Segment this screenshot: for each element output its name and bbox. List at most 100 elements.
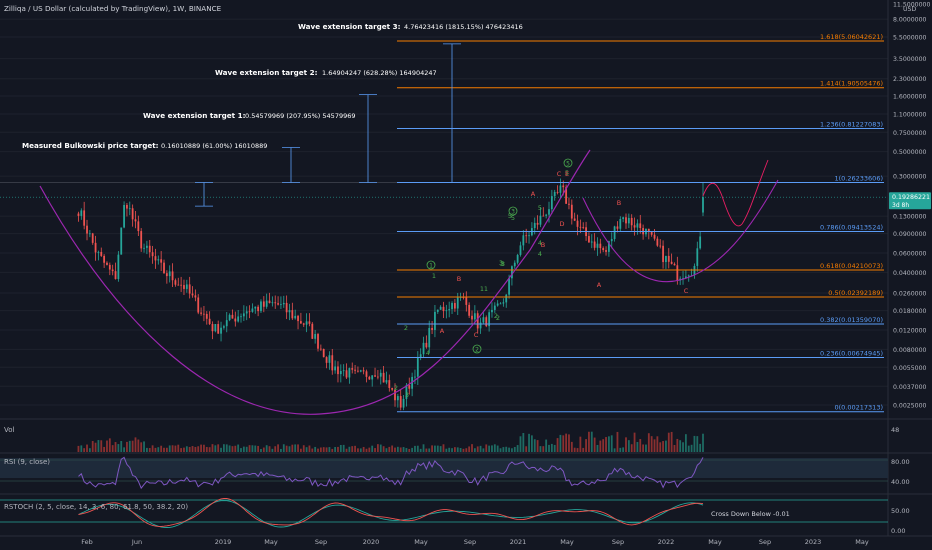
- candle-body: [183, 285, 185, 289]
- candle-body: [408, 385, 411, 389]
- volume-bar: [402, 447, 405, 452]
- candle-body: [194, 295, 197, 298]
- volume-bar: [451, 448, 453, 452]
- candle-body: [337, 366, 339, 375]
- volume-bar: [436, 445, 439, 452]
- volume-bar: [131, 440, 134, 452]
- wave-circle: [508, 206, 518, 216]
- candle-body: [382, 372, 385, 383]
- volume-bar: [679, 440, 682, 452]
- volume-bar: [468, 446, 471, 452]
- candle-body: [533, 222, 536, 229]
- candle-body: [479, 322, 482, 329]
- price-axis-tick: 1.6000000: [893, 94, 927, 101]
- volume-bar: [348, 446, 351, 452]
- volume-bar: [254, 445, 257, 452]
- volume-bar: [168, 445, 171, 452]
- candle-body: [260, 301, 262, 312]
- volume-bar: [120, 440, 123, 452]
- volume-bar: [568, 434, 570, 452]
- volume-bar: [311, 448, 314, 452]
- volume-bar: [605, 437, 607, 452]
- candle-body: [80, 210, 83, 216]
- volume-bar: [590, 431, 593, 452]
- wave-circle: [563, 158, 573, 168]
- volume-bar: [645, 444, 647, 452]
- price-axis-tick: 0.0055000: [893, 365, 927, 372]
- target-title: Wave extension target 2:: [215, 68, 318, 77]
- last-price-badge[interactable]: [889, 192, 931, 210]
- candle-body: [365, 371, 368, 377]
- volume-bar: [305, 447, 308, 452]
- time-axis-label: Sep: [759, 538, 771, 546]
- candle-body: [280, 304, 282, 306]
- volume-bar: [237, 444, 240, 452]
- volume-bar: [499, 448, 502, 452]
- volume-bar: [183, 447, 185, 452]
- candle-body: [328, 355, 331, 363]
- price-axis-tick: 0.0025000: [893, 403, 927, 410]
- rsi-band: [0, 458, 888, 478]
- wave-label-green: 2: [494, 312, 498, 320]
- fib-label: 0.5(0.02392189): [828, 289, 883, 297]
- volume-bar: [434, 445, 436, 452]
- candle-body: [203, 313, 205, 315]
- candle-body: [687, 275, 690, 277]
- candle-body: [351, 368, 354, 370]
- volume-bar: [334, 447, 337, 452]
- wave-label-red: D: [559, 220, 564, 228]
- candle-body: [242, 313, 245, 317]
- candle-body: [294, 315, 297, 319]
- price-axis-tick: 8.0000000: [893, 17, 927, 24]
- volume-bar: [414, 445, 416, 452]
- fib-label: 1.618(5.06042621): [820, 33, 883, 41]
- candle-body: [322, 348, 325, 358]
- volume-bar: [205, 446, 208, 452]
- volume-bar: [299, 448, 302, 452]
- wave-label-circled: 1: [429, 262, 433, 269]
- volume-bar: [607, 436, 610, 452]
- wave-label-green: 2: [404, 324, 408, 332]
- time-axis-label: May: [708, 538, 722, 546]
- candle-body: [208, 318, 211, 325]
- candle-body: [451, 303, 453, 310]
- volume-bar: [351, 446, 354, 452]
- candle-body: [456, 297, 459, 309]
- volume-bar: [511, 448, 513, 452]
- candle-body: [254, 306, 257, 309]
- volume-bar: [317, 448, 319, 452]
- candle-body: [665, 255, 667, 263]
- rstoch-tick: 50.00: [891, 507, 910, 515]
- volume-bar: [693, 435, 696, 452]
- volume-axis-tick: 48: [891, 426, 899, 434]
- candle-body: [622, 217, 625, 219]
- volume-bar: [203, 444, 205, 452]
- time-axis-label: Sep: [315, 538, 327, 546]
- candle-body: [291, 310, 294, 319]
- wave-label-red: A: [531, 190, 536, 198]
- volume-bar: [699, 443, 702, 452]
- candle-body: [357, 370, 359, 372]
- volume-label: Vol: [4, 426, 15, 434]
- volume-bar: [214, 445, 217, 452]
- candle-body: [319, 348, 322, 350]
- volume-bar: [225, 444, 228, 452]
- candle-body: [265, 300, 268, 307]
- volume-bar: [211, 444, 214, 452]
- volume-bar: [117, 444, 120, 452]
- candle-body: [220, 327, 222, 334]
- rsi-tick: 40.00: [891, 478, 910, 486]
- volume-bar: [416, 445, 419, 452]
- candle-body: [607, 241, 610, 252]
- volume-bar: [610, 435, 613, 452]
- candle-body: [257, 306, 260, 312]
- volume-bar: [217, 444, 220, 452]
- volume-bar: [297, 444, 299, 452]
- target-value: 0.54579969 (207.95%) 54579969: [245, 112, 356, 120]
- candle-body: [248, 311, 251, 313]
- candle-body: [128, 208, 131, 210]
- candle-body: [160, 259, 163, 263]
- candle-body: [157, 259, 160, 261]
- candle-body: [97, 251, 100, 253]
- rsi-pane: RSI (9, close) 80.00 40.00: [0, 456, 910, 490]
